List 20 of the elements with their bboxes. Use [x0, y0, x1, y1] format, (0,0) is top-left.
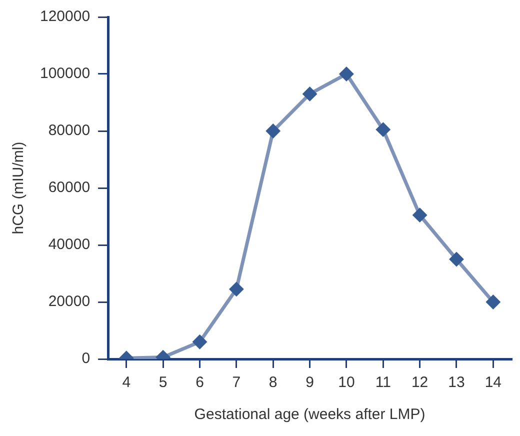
y-tick-label: 60000 — [48, 179, 90, 196]
x-tick-label: 12 — [411, 374, 428, 392]
x-tick-label: 10 — [338, 374, 355, 392]
x-tick-label: 4 — [122, 374, 131, 392]
y-tick-label: 120000 — [40, 8, 90, 26]
x-tick-label: 11 — [375, 374, 391, 392]
x-axis-title: Gestational age (weeks after LMP) — [194, 406, 426, 424]
y-tick-label: 80000 — [48, 122, 90, 140]
x-tick-label: 5 — [158, 374, 168, 392]
y-tick-label: 100000 — [40, 65, 90, 82]
x-tick-label: 13 — [448, 374, 465, 392]
x-tick-label: 8 — [268, 374, 278, 392]
x-tick-label: 9 — [306, 374, 314, 392]
x-tick-label: 7 — [232, 374, 241, 392]
x-tick-label: 14 — [484, 374, 502, 392]
y-tick-label: 20000 — [48, 293, 90, 310]
y-tick-label: 0 — [82, 350, 90, 368]
y-tick-label: 40000 — [48, 236, 90, 254]
y-axis-title: hCG (mIU/ml) — [10, 142, 28, 234]
x-tick-label: 6 — [196, 374, 204, 392]
